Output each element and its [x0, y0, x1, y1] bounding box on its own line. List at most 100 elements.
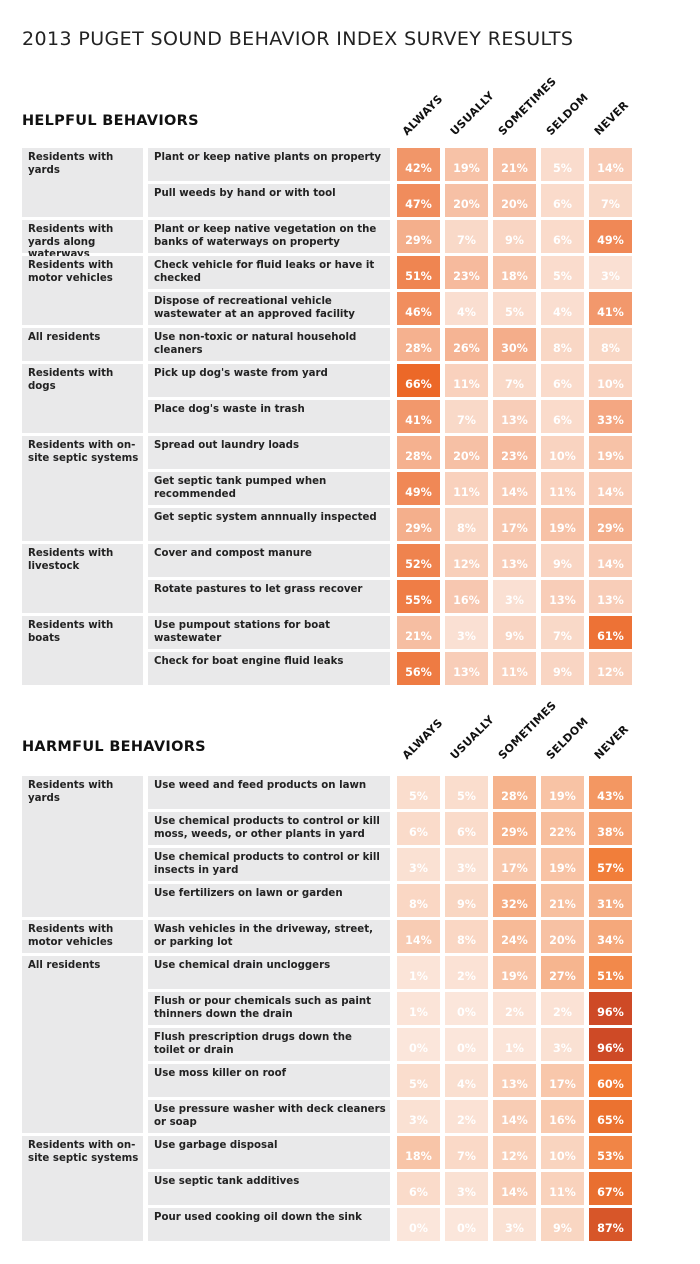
behavior-label: Check vehicle for fluid leaks or have it…	[154, 260, 375, 284]
value-cell: 4%	[541, 292, 584, 325]
value-cell: 11%	[445, 364, 488, 397]
value-cell: 8%	[445, 920, 488, 953]
value-cell: 6%	[541, 364, 584, 397]
behavior-label: Get septic system annnually inspected	[154, 512, 377, 523]
value-cell: 18%	[397, 1136, 440, 1169]
behavior-label: Use chemical drain uncloggers	[154, 960, 331, 971]
respondent-group: Residents with boats	[22, 616, 143, 685]
behavior-row: Use fertilizers on lawn or garden	[148, 884, 390, 917]
value-cell: 20%	[541, 920, 584, 953]
value-cell: 3%	[589, 256, 632, 289]
behavior-row: Use garbage disposal	[148, 1136, 390, 1169]
behavior-row: Check vehicle for fluid leaks or have it…	[148, 256, 390, 289]
value-cell: 13%	[493, 544, 536, 577]
value-cell: 57%	[589, 848, 632, 881]
behavior-label: Flush or pour chemicals such as paint th…	[154, 996, 371, 1020]
value-cell: 19%	[445, 148, 488, 181]
respondent-group-label: Residents with on-site septic systems	[28, 1140, 139, 1164]
behavior-label: Use septic tank additives	[154, 1176, 300, 1187]
value-cell: 60%	[589, 1064, 632, 1097]
value-cell: 33%	[589, 400, 632, 433]
value-cell: 10%	[541, 1136, 584, 1169]
value-cell: 38%	[589, 812, 632, 845]
value-cell: 29%	[397, 220, 440, 253]
value-cell: 5%	[397, 776, 440, 809]
value-cell: 19%	[541, 508, 584, 541]
value-cell: 19%	[493, 956, 536, 989]
value-cell: 5%	[397, 1064, 440, 1097]
value-cell: 11%	[541, 1172, 584, 1205]
column-header-label: USUALLY	[447, 88, 497, 138]
value-cell: 32%	[493, 884, 536, 917]
value-cell: 7%	[445, 220, 488, 253]
value-cell: 6%	[397, 812, 440, 845]
value-cell: 6%	[397, 1172, 440, 1205]
column-header-label: USUALLY	[447, 712, 497, 762]
behavior-row: Dispose of recreational vehicle wastewat…	[148, 292, 390, 325]
behavior-label: Use non-toxic or natural household clean…	[154, 332, 357, 356]
value-cell: 7%	[493, 364, 536, 397]
behavior-label: Dispose of recreational vehicle wastewat…	[154, 296, 355, 320]
behavior-label: Wash vehicles in the driveway, street, o…	[154, 924, 373, 948]
value-cell: 11%	[541, 472, 584, 505]
respondent-group-label: Residents with yards	[28, 152, 114, 176]
value-cell: 0%	[445, 992, 488, 1025]
behavior-row: Use chemical drain uncloggers	[148, 956, 390, 989]
value-cell: 2%	[493, 992, 536, 1025]
value-cell: 51%	[589, 956, 632, 989]
behavior-label: Use weed and feed products on lawn	[154, 780, 367, 791]
respondent-group-label: Residents with yards	[28, 780, 114, 804]
value-cell: 34%	[589, 920, 632, 953]
value-cell: 3%	[397, 848, 440, 881]
behavior-row: Pour used cooking oil down the sink	[148, 1208, 390, 1241]
section-title: HELPFUL BEHAVIORS	[22, 113, 199, 129]
section-title: HARMFUL BEHAVIORS	[22, 739, 206, 755]
respondent-group-label: Residents with livestock	[28, 548, 114, 572]
behavior-label: Spread out laundry loads	[154, 440, 300, 451]
value-cell: 7%	[589, 184, 632, 217]
value-cell: 17%	[493, 848, 536, 881]
respondent-group: Residents with yards along waterways	[22, 220, 143, 260]
behavior-label: Check for boat engine fluid leaks	[154, 656, 344, 667]
value-cell: 19%	[541, 776, 584, 809]
value-cell: 3%	[445, 1172, 488, 1205]
respondent-group: Residents with motor vehicles	[22, 256, 143, 325]
value-cell: 29%	[397, 508, 440, 541]
value-cell: 28%	[493, 776, 536, 809]
value-cell: 42%	[397, 148, 440, 181]
value-cell: 18%	[493, 256, 536, 289]
value-cell: 55%	[397, 580, 440, 613]
behavior-label: Rotate pastures to let grass recover	[154, 584, 363, 595]
behavior-row: Use chemical products to control or kill…	[148, 812, 390, 845]
value-cell: 8%	[445, 508, 488, 541]
column-header-label: ALWAYS	[399, 716, 446, 762]
value-cell: 9%	[541, 652, 584, 685]
value-cell: 56%	[397, 652, 440, 685]
value-cell: 23%	[493, 436, 536, 469]
value-cell: 13%	[589, 580, 632, 613]
value-cell: 96%	[589, 992, 632, 1025]
value-cell: 13%	[541, 580, 584, 613]
value-cell: 53%	[589, 1136, 632, 1169]
respondent-group: Residents with yards	[22, 776, 143, 917]
value-cell: 3%	[493, 1208, 536, 1241]
behavior-row: Cover and compost manure	[148, 544, 390, 577]
value-cell: 8%	[541, 328, 584, 361]
respondent-group-label: All residents	[28, 960, 101, 971]
value-cell: 26%	[445, 328, 488, 361]
value-cell: 9%	[493, 220, 536, 253]
value-cell: 9%	[445, 884, 488, 917]
behavior-row: Use septic tank additives	[148, 1172, 390, 1205]
value-cell: 51%	[397, 256, 440, 289]
behavior-label: Place dog's waste in trash	[154, 404, 305, 415]
value-cell: 29%	[493, 812, 536, 845]
value-cell: 6%	[541, 184, 584, 217]
value-cell: 5%	[541, 256, 584, 289]
value-cell: 9%	[493, 616, 536, 649]
value-cell: 14%	[493, 1172, 536, 1205]
value-cell: 7%	[445, 1136, 488, 1169]
value-cell: 7%	[541, 616, 584, 649]
value-cell: 2%	[445, 956, 488, 989]
value-cell: 0%	[397, 1208, 440, 1241]
value-cell: 3%	[397, 1100, 440, 1133]
